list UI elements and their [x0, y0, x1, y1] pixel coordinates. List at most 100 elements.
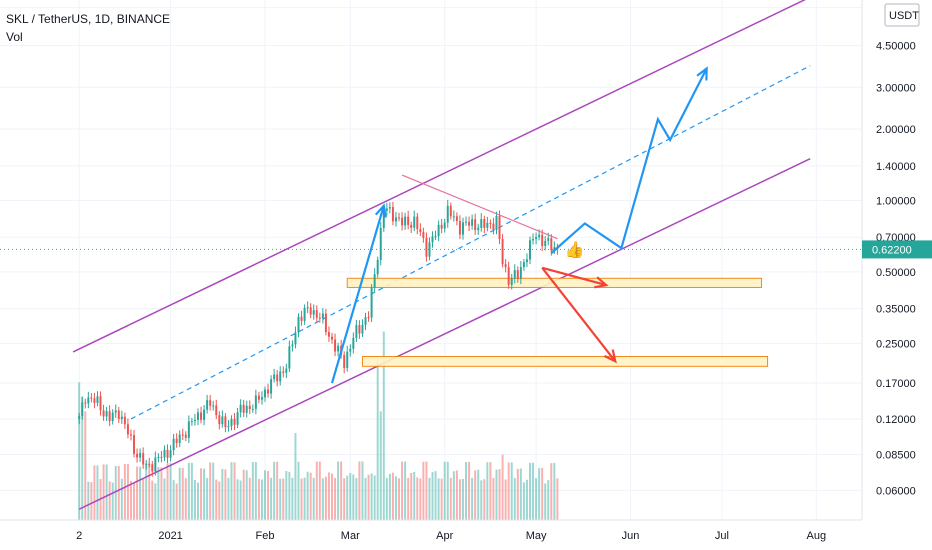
candle-body	[428, 242, 431, 257]
candle-body	[172, 438, 175, 451]
volume-bar	[285, 470, 288, 520]
candle-body	[312, 310, 315, 315]
volume-bar	[276, 461, 279, 520]
volume-bar	[510, 462, 513, 520]
volume-bar	[331, 473, 333, 520]
arrowhead-blue	[696, 66, 708, 81]
support-zone-3	[361, 355, 769, 367]
candle-body	[431, 236, 434, 243]
volume-bar	[145, 463, 148, 520]
candle-body	[291, 344, 294, 347]
candle-body	[297, 316, 300, 333]
candle-body	[553, 247, 556, 251]
volume-bar	[550, 463, 553, 520]
candle-body	[187, 421, 190, 438]
volume-bar	[334, 477, 337, 520]
volume-bar	[175, 483, 178, 520]
candle-body	[465, 221, 468, 223]
candle-body	[93, 398, 96, 403]
volume-bar	[221, 468, 224, 520]
volume-bar	[114, 465, 117, 520]
candle-body	[257, 395, 260, 400]
candle-body	[404, 216, 407, 226]
time-tick-label: 2	[76, 530, 82, 542]
volume-bar	[318, 461, 321, 520]
candle-body	[108, 411, 111, 422]
candle-body	[221, 416, 224, 425]
volume-bars	[78, 331, 559, 520]
candle-body	[200, 412, 203, 420]
candle-body	[230, 418, 233, 427]
channel-lower-line	[78, 158, 811, 510]
candle-body	[279, 371, 282, 382]
volume-bar	[227, 477, 230, 520]
time-tick-label: Jun	[622, 530, 640, 542]
candle-body	[391, 207, 394, 222]
candle-body	[148, 463, 151, 465]
candle-body	[407, 216, 410, 225]
candle-body	[458, 220, 461, 235]
candle-body	[385, 208, 388, 211]
volume-bar	[267, 471, 270, 520]
candle-body	[270, 379, 273, 394]
candle-body	[349, 348, 352, 352]
candle-body	[324, 313, 327, 333]
price-tick-label: 0.17000	[876, 378, 916, 390]
candle-body	[486, 222, 489, 228]
symbol-title[interactable]: SKL / TetherUS, 1D, BINANCE	[6, 12, 171, 26]
volume-bar	[541, 467, 544, 520]
volume-bar	[547, 480, 550, 520]
candle-body	[513, 270, 516, 279]
price-tick-label: 2.00000	[876, 124, 916, 136]
candle-body	[321, 313, 324, 319]
volume-bar	[196, 482, 199, 520]
volume-bar	[483, 479, 486, 520]
candle-body	[327, 332, 330, 337]
time-tick-label: Jul	[715, 530, 729, 542]
candle-body	[166, 449, 169, 458]
volume-bar	[382, 331, 385, 520]
volume-bar	[111, 482, 114, 520]
volume-bar	[78, 382, 81, 520]
volume-bar	[404, 461, 407, 520]
price-tick-label: 0.12000	[876, 414, 916, 426]
candles	[78, 199, 559, 477]
candle-body	[315, 310, 318, 318]
volume-bar	[117, 466, 120, 520]
volume-bar	[172, 480, 175, 520]
time-tick-label: Feb	[256, 530, 275, 542]
candle-body	[96, 396, 99, 403]
candle-body	[245, 405, 248, 413]
volume-bar	[215, 479, 218, 520]
candle-body	[160, 456, 163, 458]
candle-body	[401, 217, 404, 226]
candle-body	[139, 453, 142, 458]
volume-bar	[455, 470, 458, 520]
volume-bar	[410, 472, 413, 520]
candle-body	[535, 237, 538, 240]
candle-body	[455, 216, 458, 221]
candle-body	[376, 259, 379, 275]
volume-bar	[178, 467, 181, 520]
candle-body	[102, 410, 105, 417]
candle-body	[136, 453, 139, 458]
candle-body	[78, 415, 81, 419]
candle-body	[105, 411, 108, 417]
candle-body	[522, 262, 525, 268]
candle-body	[154, 457, 157, 472]
candle-body	[142, 453, 145, 465]
candle-body	[425, 238, 428, 257]
candle-body	[196, 412, 199, 420]
volume-bar	[142, 478, 145, 520]
volume-indicator-label[interactable]: Vol	[6, 30, 23, 44]
volume-bar	[133, 482, 136, 520]
candle-body	[294, 332, 297, 345]
time-tick-label: Apr	[436, 530, 453, 542]
volume-bar	[102, 464, 105, 520]
projection-arrow-red	[541, 266, 607, 287]
candle-body	[300, 316, 303, 321]
candle-body	[492, 223, 495, 230]
volume-bar	[486, 462, 489, 520]
volume-bar	[163, 478, 166, 520]
